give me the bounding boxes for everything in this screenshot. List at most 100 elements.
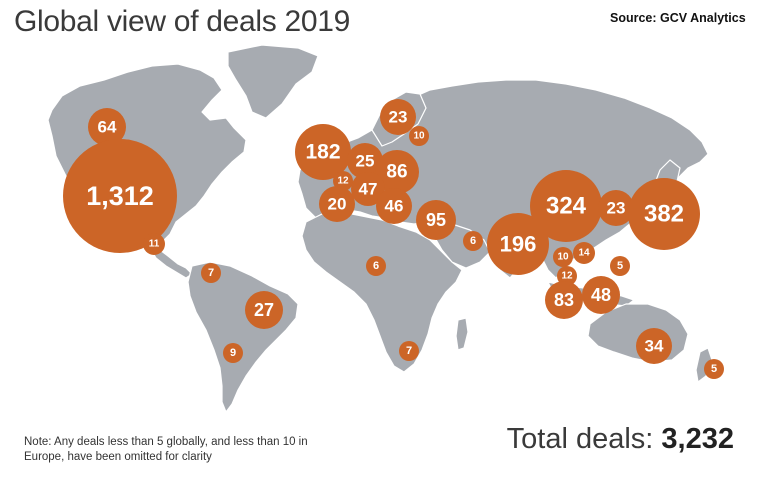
africa	[301, 211, 463, 373]
bubble-finland[interactable]: 10	[409, 126, 429, 146]
bubble-circle	[545, 281, 583, 319]
madagascar	[455, 317, 469, 351]
new-zealand	[695, 347, 713, 383]
greenland	[227, 44, 319, 119]
bubble-indonesia[interactable]: 48	[582, 276, 620, 314]
bubble-france[interactable]: 47	[351, 172, 385, 206]
bubble-new-zealand[interactable]: 5	[704, 359, 724, 379]
bubble-label: 47	[359, 180, 378, 199]
bubble-circle	[347, 143, 383, 179]
bubble-label: 7	[208, 267, 214, 279]
page-title: Global view of deals 2019	[14, 5, 351, 38]
bubble-label: 48	[591, 285, 611, 305]
bubble-circle	[582, 276, 620, 314]
bubble-circle	[295, 124, 351, 180]
bubble-canada[interactable]: 64	[88, 108, 126, 146]
bubble-label: 86	[386, 162, 407, 183]
bubble-uae[interactable]: 6	[463, 231, 483, 251]
bubble-label: 83	[554, 290, 574, 310]
bubble-mexico[interactable]: 11	[143, 233, 165, 255]
bubble-japan[interactable]: 382	[628, 178, 700, 250]
bubble-label: 10	[413, 131, 425, 142]
bubble-united-states[interactable]: 1,312	[63, 139, 177, 253]
bubble-label: 10	[557, 252, 569, 263]
deal-bubbles: 64 1,312 11 7 27 9 182 23	[63, 99, 724, 379]
bubble-circle	[704, 359, 724, 379]
bubble-circle	[245, 291, 283, 329]
bubble-circle	[636, 328, 672, 364]
south-america	[187, 261, 299, 413]
bubble-label: 7	[406, 345, 412, 357]
bubble-south-africa[interactable]: 7	[399, 341, 419, 361]
bubble-circle	[610, 256, 630, 276]
bubble-label: 23	[607, 199, 626, 218]
bubble-circle	[553, 247, 573, 267]
bubble-circle	[598, 190, 634, 226]
bubble-malaysia[interactable]: 12	[557, 266, 577, 286]
bubble-brazil[interactable]: 27	[245, 291, 283, 329]
bubble-circle	[380, 99, 416, 135]
bubble-circle	[416, 200, 456, 240]
bubble-united-kingdom[interactable]: 182	[295, 124, 351, 180]
bubble-circle	[487, 213, 549, 275]
bubble-circle	[375, 150, 419, 194]
bubble-belgium[interactable]: 12	[333, 171, 353, 191]
bubble-circle	[463, 231, 483, 251]
bubble-label: 196	[500, 232, 537, 257]
bubble-label: 5	[617, 260, 623, 272]
bubble-label: 9	[230, 347, 236, 359]
bubble-circle	[530, 170, 602, 242]
bubble-circle	[63, 139, 177, 253]
bubble-scandinavia[interactable]: 23	[380, 99, 416, 135]
bubble-circle	[366, 256, 386, 276]
bubble-switzerland-italy[interactable]: 46	[376, 188, 412, 224]
total-label: Total deals:	[506, 423, 654, 455]
bubble-circle	[628, 178, 700, 250]
bubble-label: 27	[254, 300, 274, 320]
bubble-colombia[interactable]: 7	[201, 263, 221, 283]
bubble-label: 5	[711, 363, 717, 375]
footnote: Note: Any deals less than 5 globally, an…	[24, 436, 308, 463]
bubble-circle	[201, 263, 221, 283]
bubble-circle	[88, 108, 126, 146]
bubble-label: 46	[385, 197, 404, 216]
bubble-circle	[409, 126, 429, 146]
bubble-hong-kong[interactable]: 14	[573, 242, 595, 264]
bubble-label: 95	[426, 210, 446, 230]
bubble-argentina[interactable]: 9	[223, 343, 243, 363]
bubble-circle	[333, 171, 353, 191]
bubble-south-korea[interactable]: 23	[598, 190, 634, 226]
bubble-label: 12	[561, 271, 573, 282]
bubble-spain[interactable]: 20	[319, 186, 355, 222]
bubble-label: 23	[389, 108, 408, 127]
bubble-label: 324	[546, 193, 587, 220]
bubble-label: 64	[98, 118, 117, 137]
bubble-label: 182	[305, 141, 340, 164]
bubble-label: 12	[337, 176, 349, 187]
bubble-netherlands[interactable]: 25	[347, 143, 383, 179]
total-deals: Total deals: 3,232	[507, 423, 734, 456]
bubble-philippines[interactable]: 5	[610, 256, 630, 276]
source-credit: Source: GCV Analytics	[610, 11, 746, 25]
bubble-nigeria[interactable]: 6	[366, 256, 386, 276]
bubble-thailand[interactable]: 10	[553, 247, 573, 267]
bubble-label: 34	[645, 337, 664, 356]
bubble-circle	[399, 341, 419, 361]
bubble-australia[interactable]: 34	[636, 328, 672, 364]
bubble-label: 14	[578, 248, 590, 259]
bubble-label: 6	[373, 260, 379, 272]
bubble-label: 382	[644, 201, 684, 228]
bubble-circle	[143, 233, 165, 255]
bubble-india[interactable]: 196	[487, 213, 549, 275]
bubble-label: 11	[149, 239, 160, 250]
bubble-label: 20	[328, 195, 347, 214]
bubble-singapore[interactable]: 83	[545, 281, 583, 319]
bubble-circle	[319, 186, 355, 222]
total-value: 3,232	[661, 423, 734, 455]
bubble-germany[interactable]: 86	[375, 150, 419, 194]
bubble-circle	[573, 242, 595, 264]
bubble-china[interactable]: 324	[530, 170, 602, 242]
bubble-israel[interactable]: 95	[416, 200, 456, 240]
bubble-label: 6	[470, 235, 476, 247]
